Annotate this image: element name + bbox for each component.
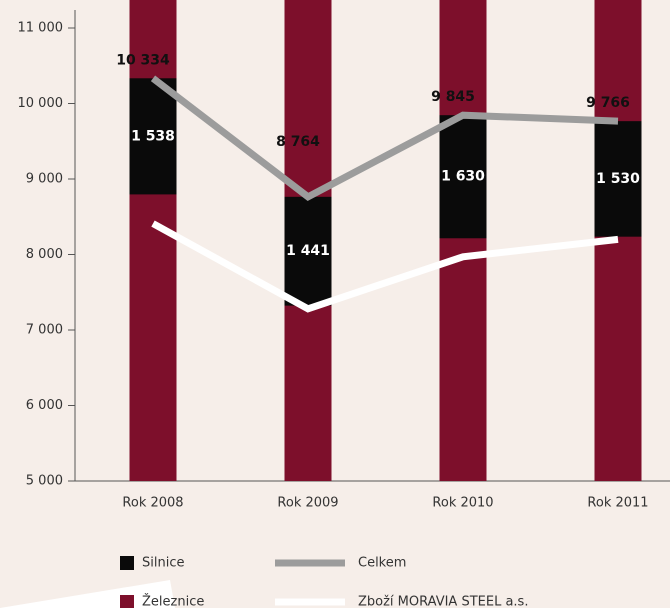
bar-segment [284,196,332,306]
y-tick-label: 7 000 [26,323,63,338]
bar-segment [439,0,487,481]
total-label: 8 764 [276,134,320,150]
legend-label: Železnice [142,594,204,608]
bar-value-label: 1 530 [596,171,640,187]
bar-value-label: 1 630 [441,169,485,185]
bar-segment [129,78,177,195]
total-label: 10 334 [116,52,170,68]
total-label: 9 845 [431,89,475,105]
x-tick-label: Rok 2010 [432,496,493,511]
legend-label: Silnice [142,556,184,571]
x-tick-label: Rok 2009 [277,496,338,511]
y-tick-label: 5 000 [26,474,63,489]
y-tick-label: 9 000 [26,172,63,187]
bar-segment [594,121,642,237]
x-tick-label: Rok 2011 [587,496,648,511]
line [150,75,619,201]
y-tick-label: 11 000 [18,21,64,36]
y-tick-label: 10 000 [18,96,64,111]
x-tick-label: Rok 2008 [122,496,183,511]
line [151,220,619,313]
legend-label: Zboží MORAVIA STEEL a.s. [358,595,528,608]
y-tick-label: 8 000 [26,247,63,262]
total-label: 9 766 [586,95,630,111]
bar-value-label: 1 441 [286,243,330,259]
y-tick-label: 6 000 [26,398,63,413]
bar-value-label: 1 538 [131,128,175,144]
legend-swatch [120,595,134,608]
bar-segment [129,0,177,482]
bar-segment [439,115,487,239]
legend-label: Celkem [358,556,406,571]
legend-swatch [120,556,134,570]
